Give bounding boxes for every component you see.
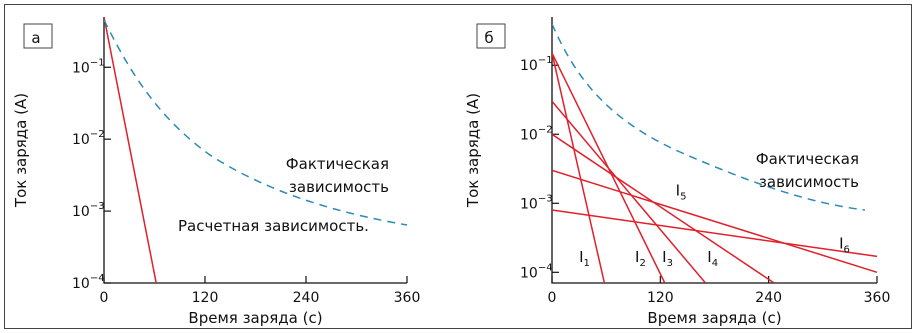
calc-line-i4 — [552, 133, 775, 283]
line-label-i6: I6 — [839, 235, 850, 256]
x-tick-label: 360 — [394, 290, 421, 306]
annotation: Расчетная зависимость. — [178, 217, 369, 235]
calc-line-i6 — [552, 209, 878, 258]
annotation: зависимость — [289, 178, 389, 196]
axes — [103, 17, 407, 284]
x-tick-label: 120 — [192, 290, 219, 306]
y-axis-label: Ток заряда (А) — [464, 93, 482, 208]
x-tick-label: 0 — [548, 290, 557, 306]
x-tick-label: 360 — [864, 290, 891, 306]
x-tick-label: 120 — [647, 290, 674, 306]
annotation: Фактическая — [286, 155, 389, 173]
line-label-i4: I4 — [707, 248, 718, 269]
line-label-i1: I1 — [579, 248, 590, 269]
y-tick-label: 10−3 — [520, 193, 553, 212]
x-tick-label: 240 — [293, 290, 320, 306]
calc-line-i1 — [552, 52, 606, 283]
annotation: Фактическая — [756, 150, 859, 168]
panel-letter-box — [476, 23, 506, 49]
calc-line-i3 — [552, 100, 707, 283]
calc-line-i5 — [552, 169, 878, 274]
panel-letter-box — [23, 23, 53, 49]
y-tick-label: 10−1 — [72, 57, 105, 76]
panel-letter: а — [31, 29, 40, 47]
line-label-i2: I2 — [635, 248, 646, 269]
actual-dependence-curve — [552, 23, 866, 211]
panel-letter: б — [484, 29, 493, 47]
x-axis-label: Время заряда (с) — [647, 309, 781, 327]
figure-frame — [4, 4, 912, 329]
chart-panel-b: б 0 120 240 360 10−1 10−2 10−3 10−4 Время заряда … — [464, 17, 890, 327]
y-tick-label: 10−3 — [72, 201, 105, 220]
x-tick-label: 0 — [100, 290, 109, 306]
line-label-i3: I3 — [662, 248, 673, 269]
x-tick-label: 240 — [755, 290, 782, 306]
y-tick-label: 10−1 — [520, 55, 553, 74]
y-axis-label: Ток заряда (А) — [12, 93, 30, 208]
calculated-line — [104, 17, 157, 283]
annotation: зависимость — [759, 173, 859, 191]
line-label-i5: I5 — [676, 181, 687, 202]
y-tick-label: 10−2 — [520, 124, 553, 143]
y-tick-label: 10−2 — [72, 129, 105, 148]
actual-dependence-curve — [104, 19, 408, 226]
y-tick-label: 10−4 — [520, 262, 553, 281]
x-axis-label: Время заряда (с) — [188, 309, 322, 327]
